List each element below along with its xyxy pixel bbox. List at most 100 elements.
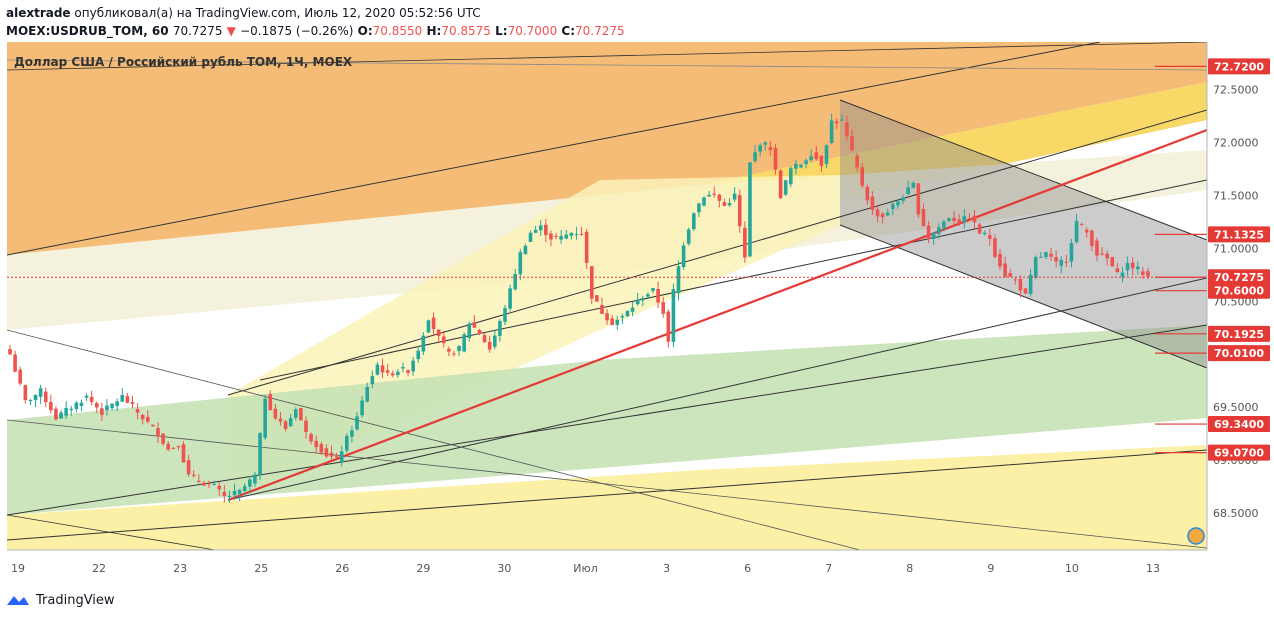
candle-body — [28, 399, 33, 401]
author-name[interactable]: alextrade — [6, 6, 71, 20]
footer: TradingView — [6, 588, 115, 612]
diag-line-5 — [7, 514, 216, 550]
tradingview-logo-icon[interactable] — [6, 593, 30, 607]
candle-body — [1084, 229, 1089, 233]
candle-body — [350, 430, 354, 437]
candle-body — [314, 440, 318, 448]
y-tick-label: 68.5000 — [1213, 507, 1259, 520]
price-label-text: 70.7275 — [1214, 271, 1264, 284]
chart-title: Доллар США / Российский рубль TOM, 1Ч, M… — [14, 55, 353, 69]
x-tick-label: 30 — [497, 562, 511, 575]
candle-body — [242, 486, 247, 491]
candle-body — [661, 302, 666, 314]
candle-body — [452, 353, 456, 355]
candle-body — [370, 376, 375, 385]
candle-body — [829, 120, 834, 143]
candle-body — [176, 446, 181, 448]
diag-line-3 — [7, 59, 1207, 71]
candle-body — [202, 482, 206, 486]
candle-body — [1003, 263, 1007, 277]
price-label-tag — [1208, 226, 1270, 243]
candle-body — [23, 385, 28, 401]
candle-body — [692, 213, 696, 230]
candle-body — [503, 308, 507, 322]
candle-body — [538, 225, 543, 231]
symbol-name[interactable]: MOEX:USDRUB_TOM, 60 — [6, 24, 169, 38]
channel-bottom — [839, 224, 1207, 369]
candle-body — [768, 147, 773, 151]
y-tick-label: 71.5000 — [1213, 189, 1259, 202]
close-label: C: — [561, 24, 575, 38]
candle-body — [845, 122, 849, 136]
candle-body — [237, 489, 242, 494]
candle-body — [406, 370, 410, 373]
x-tick-label: 13 — [1146, 562, 1160, 575]
candle-body — [870, 196, 875, 211]
candle-body — [105, 405, 109, 411]
candle-body — [1018, 278, 1023, 291]
candle-body — [579, 233, 584, 235]
candle-body — [891, 204, 895, 210]
candle-body — [268, 394, 273, 411]
candle-body — [1064, 261, 1069, 263]
candle-body — [436, 329, 441, 336]
candle-body — [518, 252, 523, 275]
candle-body — [69, 408, 74, 411]
candle-body — [605, 313, 609, 321]
plot-area[interactable] — [7, 42, 1207, 550]
candle-body — [1130, 262, 1135, 269]
candle-body — [753, 152, 757, 162]
price-label-tag — [1208, 416, 1270, 433]
tradingview-brand[interactable]: TradingView — [36, 592, 115, 608]
price-label-tag — [1208, 345, 1270, 362]
x-tick-label: 23 — [173, 562, 187, 575]
horizontal-levels — [1155, 65, 1207, 454]
candle-body — [431, 317, 436, 329]
candle-body — [977, 224, 982, 234]
x-tick-label: 10 — [1065, 562, 1079, 575]
candle-body — [390, 373, 395, 376]
candle-body — [288, 418, 293, 427]
candle-body — [804, 160, 808, 165]
time-axis[interactable]: 19 22 23 25 26 29 30 Июл 3 6 7 8 9 10 13 — [11, 562, 1160, 575]
candle-body — [942, 221, 946, 229]
candle-body — [931, 232, 936, 239]
candle-body — [523, 245, 528, 255]
candle-body — [1008, 273, 1013, 277]
open-value: 70.8550 — [372, 24, 423, 38]
candle-body — [1090, 230, 1094, 247]
candle-body — [1100, 253, 1104, 255]
candle-body — [906, 187, 910, 195]
candle-body — [809, 156, 813, 160]
price-label-tag — [1208, 325, 1270, 342]
candle-body — [1023, 288, 1028, 294]
candle-body — [447, 348, 451, 352]
price-label-text: 70.1925 — [1214, 328, 1264, 341]
candle-body — [702, 197, 706, 206]
candle-body — [656, 288, 660, 303]
candle-body — [365, 387, 370, 402]
candle-body — [916, 183, 921, 215]
y-tick-label: 71.0000 — [1213, 242, 1259, 255]
candle-body — [1069, 243, 1074, 262]
candle-body — [559, 235, 563, 240]
open-label: O: — [357, 24, 373, 38]
candle-body — [110, 403, 114, 409]
candle-body — [411, 360, 415, 372]
price-label-text: 72.7200 — [1214, 60, 1264, 73]
candle-body — [707, 194, 711, 197]
candle-body — [54, 408, 58, 420]
flag-icon[interactable] — [1187, 527, 1205, 545]
candle-body — [207, 483, 211, 485]
candle-body — [13, 354, 17, 372]
candle-body — [462, 334, 466, 352]
candle-body — [248, 479, 252, 487]
candle-body — [1110, 257, 1115, 267]
candle-body — [1095, 240, 1099, 256]
candle-body — [385, 370, 390, 373]
candle-body — [584, 231, 589, 263]
candle-body — [43, 391, 48, 403]
diag-line-2 — [7, 419, 1207, 549]
candle-body — [569, 232, 574, 236]
